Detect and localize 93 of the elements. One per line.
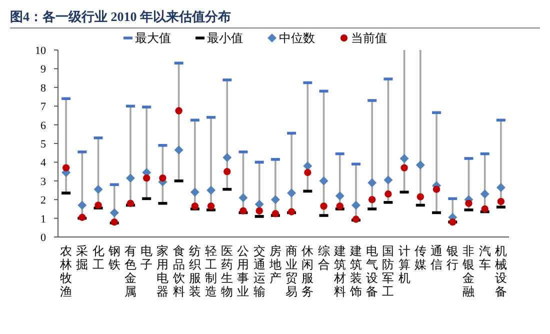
y-tick-label: 5 bbox=[40, 138, 46, 150]
point bbox=[78, 214, 86, 221]
point bbox=[174, 146, 184, 155]
point bbox=[496, 182, 506, 192]
x-tick-label: 钢铁 bbox=[107, 244, 120, 272]
x-tick-label: 商业贸易 bbox=[286, 244, 298, 298]
chart-title: 图4：各一级行业 2010 年以来估值分布 bbox=[10, 9, 231, 24]
point bbox=[126, 200, 134, 207]
point bbox=[400, 154, 409, 163]
x-tick-label: 机械设备 bbox=[494, 244, 507, 298]
y-tick-label: 9 bbox=[40, 64, 46, 76]
point bbox=[94, 184, 103, 194]
x-tick-label: 建筑材料 bbox=[332, 244, 346, 298]
point bbox=[287, 188, 296, 198]
point bbox=[94, 202, 102, 209]
x-tick-label: 轻工制造 bbox=[205, 244, 218, 298]
point bbox=[432, 186, 440, 193]
x-tick-label: 汽车 bbox=[478, 244, 491, 272]
y-tick-label: 2 bbox=[40, 194, 46, 207]
point bbox=[320, 202, 328, 210]
x-tick-label: 国防军工 bbox=[382, 244, 394, 298]
x-tick-label: 休闲服务 bbox=[302, 244, 314, 298]
point bbox=[368, 178, 377, 188]
y-tick-label: 0 bbox=[40, 232, 46, 244]
point bbox=[110, 218, 118, 226]
x-tick-label: 综合 bbox=[318, 244, 330, 272]
x-tick-label: 家用电器 bbox=[156, 244, 169, 298]
point bbox=[400, 164, 408, 172]
point bbox=[352, 216, 360, 223]
point bbox=[368, 196, 376, 204]
point bbox=[238, 193, 248, 202]
y-tick-label: 4 bbox=[40, 157, 46, 170]
point bbox=[175, 107, 182, 114]
y-tick-label: 6 bbox=[40, 120, 46, 132]
legend-label: 最小值 bbox=[207, 31, 243, 45]
x-tick-label: 医药生物 bbox=[221, 244, 234, 298]
x-tick-label: 交通运输 bbox=[253, 244, 266, 298]
legend-label: 中位数 bbox=[279, 31, 315, 45]
point bbox=[497, 198, 505, 206]
x-tick-label: 采掘 bbox=[76, 244, 88, 272]
point bbox=[416, 160, 425, 170]
point bbox=[126, 174, 135, 183]
y-tick-label: 10 bbox=[35, 45, 46, 57]
x-tick-label: 计算机 bbox=[398, 244, 410, 285]
legend-label: 最大值 bbox=[135, 31, 171, 45]
point bbox=[303, 161, 312, 170]
point bbox=[480, 189, 490, 198]
point bbox=[206, 186, 216, 195]
point bbox=[304, 168, 312, 176]
point bbox=[481, 205, 488, 213]
y-tick-label: 7 bbox=[40, 101, 46, 114]
x-tick-label: 公用事业 bbox=[237, 244, 250, 298]
point bbox=[78, 200, 87, 210]
x-tick-label: 电子 bbox=[140, 244, 153, 272]
x-tick-label: 食品饮料 bbox=[172, 244, 185, 298]
x-tick-label: 农林牧渔 bbox=[59, 244, 72, 298]
legend-label: 当前值 bbox=[351, 31, 387, 45]
point bbox=[384, 190, 392, 198]
point bbox=[272, 210, 280, 218]
x-tick-label: 传媒 bbox=[414, 244, 426, 272]
point bbox=[270, 195, 280, 204]
point bbox=[449, 218, 456, 226]
x-tick-label: 纺织服装 bbox=[188, 244, 201, 298]
point bbox=[222, 153, 232, 162]
point bbox=[110, 208, 119, 218]
point bbox=[416, 193, 424, 200]
point bbox=[240, 207, 247, 214]
point bbox=[207, 202, 215, 210]
point bbox=[465, 200, 472, 207]
point bbox=[159, 174, 166, 182]
x-tick-label: 房地产 bbox=[268, 244, 282, 285]
point bbox=[351, 200, 360, 210]
point bbox=[288, 208, 296, 216]
y-tick-label: 1 bbox=[40, 213, 46, 226]
x-tick-label: 化工 bbox=[92, 244, 104, 272]
point bbox=[62, 164, 70, 172]
x-tick-label: 银行 bbox=[446, 244, 459, 272]
x-tick-label: 电气设备 bbox=[366, 244, 378, 298]
y-tick-label: 3 bbox=[40, 176, 46, 188]
point bbox=[190, 188, 200, 197]
y-tick-label: 8 bbox=[40, 82, 46, 94]
point bbox=[256, 207, 263, 214]
x-tick-label: 通信 bbox=[430, 244, 443, 272]
point bbox=[335, 191, 344, 200]
point bbox=[224, 168, 231, 176]
x-tick-label: 建筑装饰 bbox=[348, 244, 362, 298]
point bbox=[336, 202, 344, 210]
x-tick-label: 有色金属 bbox=[124, 244, 136, 298]
point bbox=[319, 176, 328, 186]
point bbox=[142, 174, 150, 182]
point bbox=[191, 202, 199, 210]
x-tick-label: 非银金融 bbox=[462, 244, 475, 298]
point bbox=[384, 175, 393, 184]
